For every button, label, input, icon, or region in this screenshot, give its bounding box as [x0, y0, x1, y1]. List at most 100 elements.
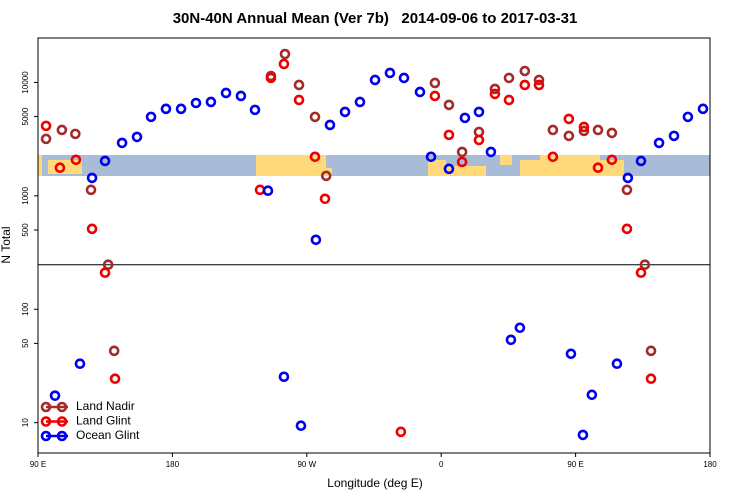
x-tick-label: 90 E	[567, 460, 583, 469]
data-point	[310, 234, 322, 246]
data-point	[578, 125, 590, 137]
x-tick-label: 90 W	[297, 460, 316, 469]
data-point	[533, 74, 545, 86]
data-point	[578, 121, 590, 133]
data-point	[309, 111, 321, 123]
data-point	[339, 106, 351, 118]
data-point	[40, 133, 52, 145]
data-point	[235, 90, 247, 102]
legend-marker	[40, 401, 52, 413]
legend-marker	[56, 430, 68, 442]
data-point	[514, 322, 526, 334]
legend-label: Land Glint	[76, 414, 131, 428]
y-tick-label: 5000	[21, 107, 30, 125]
data-point	[320, 170, 332, 182]
data-point	[249, 104, 261, 116]
y-tick-label: 50	[21, 338, 30, 347]
data-point	[54, 162, 66, 174]
data-point	[547, 124, 559, 136]
data-point	[70, 154, 82, 166]
data-point	[443, 129, 455, 141]
data-point	[505, 334, 517, 346]
data-point	[473, 134, 485, 146]
data-point	[175, 103, 187, 115]
data-point	[668, 130, 680, 142]
data-point	[86, 172, 98, 184]
data-point	[639, 259, 651, 271]
data-point	[354, 96, 366, 108]
data-point	[473, 106, 485, 118]
data-point	[563, 113, 575, 125]
data-point	[395, 426, 407, 438]
data-point	[220, 87, 232, 99]
data-point	[606, 154, 618, 166]
data-point	[398, 72, 410, 84]
data-point	[70, 128, 81, 140]
legend-marker	[40, 430, 52, 442]
data-point	[489, 88, 501, 100]
data-point	[682, 111, 694, 123]
data-point	[622, 172, 634, 184]
data-point	[86, 223, 98, 235]
data-point	[645, 373, 657, 385]
data-point	[443, 163, 455, 175]
data-point	[49, 390, 61, 401]
data-point	[563, 130, 575, 142]
data-point	[131, 131, 143, 143]
data-point	[697, 103, 709, 115]
data-point	[85, 184, 97, 196]
data-point	[279, 48, 291, 60]
data-point	[414, 86, 426, 98]
data-point	[547, 151, 559, 163]
data-point	[456, 146, 468, 158]
x-axis-label: Longitude (deg E)	[327, 476, 422, 490]
data-point	[116, 137, 128, 149]
data-point	[205, 96, 217, 108]
data-point	[295, 420, 307, 432]
plot-frame	[37, 37, 711, 454]
data-point	[592, 124, 604, 136]
data-point	[485, 146, 497, 158]
data-point	[577, 429, 589, 441]
chart-title: 30N-40N Annual Mean (Ver 7b) 2014-09-06 …	[173, 10, 578, 27]
data-point	[621, 184, 633, 196]
data-point	[278, 371, 290, 383]
data-point	[459, 112, 471, 124]
legend-marker	[40, 416, 52, 427]
y-tick-label: 100	[21, 302, 30, 316]
data-point	[443, 99, 455, 111]
data-point	[384, 67, 396, 79]
world-map-strip	[38, 155, 710, 176]
y-axis-label: N Total	[0, 226, 13, 263]
data-point	[265, 72, 277, 84]
legend-label: Land Nadir	[76, 399, 135, 413]
x-tick-label: 180	[703, 460, 717, 469]
data-point	[262, 185, 274, 197]
data-point	[606, 127, 618, 139]
y-tick-label: 10000	[21, 71, 30, 94]
data-point	[160, 103, 172, 115]
data-point	[40, 120, 52, 132]
data-point	[145, 111, 157, 123]
data-point	[519, 79, 531, 91]
data-point	[319, 193, 331, 205]
data-point	[293, 94, 305, 106]
data-point	[519, 65, 531, 77]
data-point	[429, 90, 441, 102]
data-point	[635, 267, 647, 279]
y-tick-label: 10	[21, 418, 30, 427]
data-point	[99, 267, 111, 279]
data-point	[645, 345, 657, 357]
data-point	[503, 94, 515, 106]
data-point	[190, 97, 202, 109]
data-point	[489, 83, 501, 95]
data-point	[565, 348, 577, 360]
legend-label: Ocean Glint	[76, 428, 140, 442]
data-point	[278, 58, 290, 70]
legend-marker	[56, 416, 68, 427]
data-point	[56, 124, 68, 136]
y-tick-label: 1000	[21, 186, 30, 204]
legend-marker	[56, 401, 68, 413]
data-point	[324, 119, 336, 131]
